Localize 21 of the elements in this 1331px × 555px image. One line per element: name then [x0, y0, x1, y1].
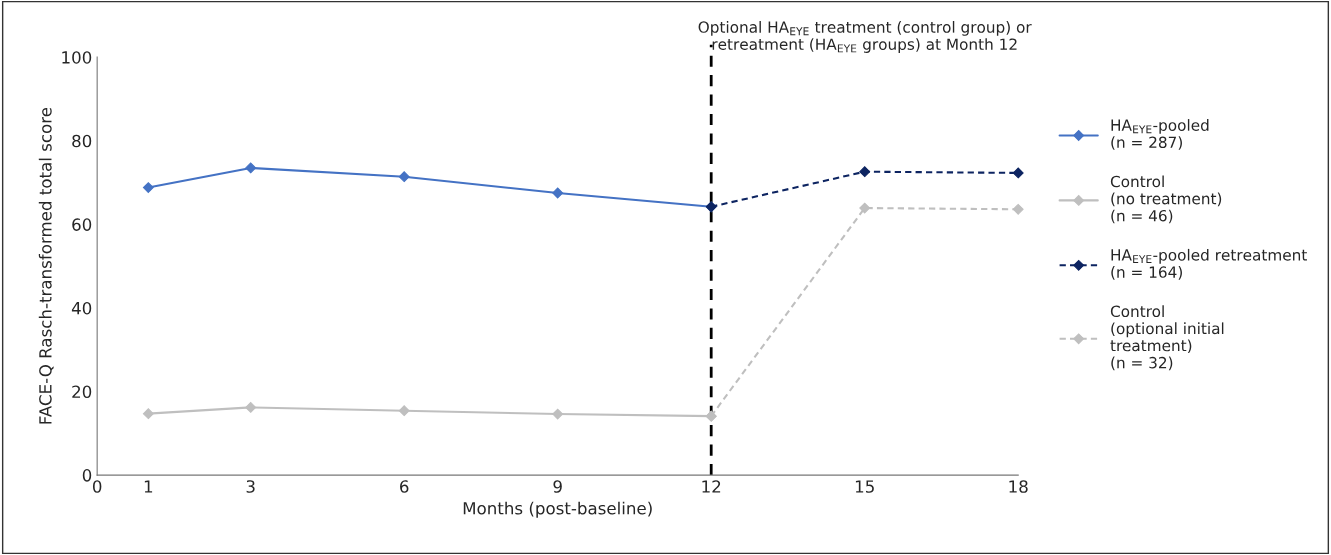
x-tick-label: 1	[144, 480, 153, 493]
x-axis-title: Months (post-baseline)	[463, 501, 652, 518]
x-tick-label: 15	[855, 480, 874, 493]
x-tick-label: 18	[1009, 480, 1028, 493]
x-tick-label: 6	[400, 480, 409, 493]
x-tick-label: 0	[92, 480, 102, 493]
y-tick-label: 100	[62, 51, 92, 64]
legend-label: HA$_{EYE}$-pooled retreatment (n = 164)	[1111, 248, 1307, 280]
legend-label: Control (no treatment) (n = 46)	[1110, 175, 1222, 224]
y-tick-label: 80	[72, 134, 92, 148]
x-tick-label: 3	[246, 480, 255, 493]
ref-line-label: Optional HA$_{EYE}$ treatment (control group) or retreatment (HA$_{EYE}$ groups) at Month 12	[698, 21, 1032, 53]
y-tick-label: 0	[82, 469, 92, 482]
y-tick-label: 40	[71, 301, 92, 315]
x-tick-label: 9	[553, 480, 562, 493]
y-tick-label: 20	[72, 385, 92, 399]
y-tick-label: 60	[72, 218, 92, 231]
x-tick-label: 12	[702, 480, 721, 493]
legend-label: HA$_{EYE}$-pooled (n = 287)	[1111, 119, 1209, 150]
legend-label: Control (optional initial treatment) (n = 32)	[1110, 305, 1224, 371]
y-axis-title: FACE-Q Rasch-transformed total score	[38, 107, 54, 424]
